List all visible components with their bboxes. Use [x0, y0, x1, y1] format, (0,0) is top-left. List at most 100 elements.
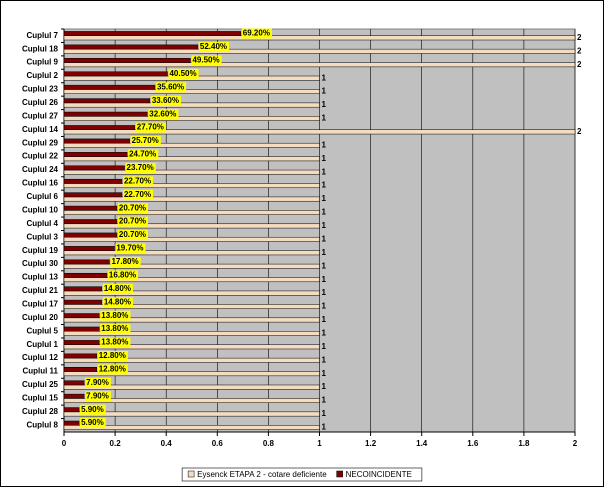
x-tick-label: 1.4 — [416, 439, 428, 448]
data-label: 13.80% — [101, 324, 128, 333]
x-tick-label: 0.6 — [212, 439, 224, 448]
y-tick-label: Cuplul 25 — [22, 380, 59, 389]
data-label: 1 — [322, 208, 327, 217]
data-label: 69.20% — [243, 29, 270, 38]
data-label-bg — [100, 337, 131, 348]
bar — [63, 259, 110, 265]
bar — [63, 340, 100, 345]
data-label: 1 — [322, 288, 327, 297]
bar — [63, 62, 576, 68]
y-tick-label: Cuplul 12 — [22, 353, 59, 362]
data-label-bg — [122, 189, 154, 200]
bar — [63, 371, 320, 377]
data-label: 5.90% — [81, 405, 104, 414]
bar — [63, 138, 130, 144]
bar — [63, 357, 320, 363]
bar — [63, 71, 168, 77]
data-label: 49.50% — [192, 56, 219, 65]
data-label: 14.80% — [104, 284, 131, 293]
data-label: 7.90% — [86, 378, 109, 387]
data-label-bg — [117, 203, 149, 214]
bar — [63, 223, 320, 229]
data-label: 1 — [322, 221, 327, 230]
bar — [63, 205, 118, 211]
data-label-bg — [85, 377, 111, 388]
y-tick-label: Cuplul 8 — [26, 420, 58, 429]
data-label: 1 — [322, 100, 327, 109]
data-label-bg — [102, 283, 133, 294]
bar — [63, 393, 85, 399]
data-label-bg — [168, 68, 199, 79]
data-label-bg — [125, 162, 156, 173]
data-label: 1 — [322, 234, 327, 243]
bar — [63, 48, 576, 54]
data-label: 7.90% — [86, 391, 109, 400]
bar — [63, 152, 128, 157]
x-tick-label: 1.6 — [467, 439, 479, 448]
bar — [63, 425, 320, 430]
y-tick-label: Cuplul 14 — [22, 125, 59, 134]
data-label-bg — [80, 418, 106, 429]
data-label-bg — [128, 149, 159, 160]
bar — [63, 420, 80, 426]
y-tick-label: Cuplul 26 — [22, 98, 59, 107]
data-label-bg — [150, 95, 181, 106]
data-label-bg — [135, 122, 166, 133]
data-label: 2 — [577, 127, 582, 136]
data-label: 1 — [322, 396, 327, 405]
data-label-bg — [117, 216, 149, 227]
data-label: 13.80% — [101, 311, 128, 320]
bar — [63, 192, 123, 198]
data-label: 1 — [322, 329, 327, 338]
data-label-bg — [115, 243, 146, 254]
y-tick-label: Cuplul 10 — [22, 205, 59, 214]
y-tick-label: Cuplul 3 — [26, 232, 58, 241]
data-label: 2 — [577, 46, 582, 55]
bar — [63, 384, 320, 390]
bar — [63, 313, 100, 319]
data-label: 1 — [322, 181, 327, 190]
data-label-bg — [97, 364, 128, 375]
bar — [63, 210, 320, 215]
data-label: 40.50% — [169, 69, 196, 78]
bar — [63, 331, 320, 336]
data-label-bg — [110, 256, 141, 267]
data-label: 25.70% — [132, 136, 159, 145]
y-tick-label: Cuplul 6 — [26, 192, 58, 201]
bar — [63, 304, 320, 309]
y-tick-label: Cuplul 17 — [22, 299, 59, 308]
data-label: 1 — [322, 342, 327, 351]
bar — [63, 142, 320, 148]
x-tick-label: 0.4 — [161, 439, 173, 448]
data-label: 20.70% — [119, 203, 146, 212]
legend: Eysenck ETAPA 2 - cotare deficiente NECOI… — [181, 467, 423, 482]
data-label-bg — [107, 270, 139, 281]
data-label: 1 — [322, 73, 327, 82]
legend-box — [181, 467, 423, 482]
data-label: 1 — [322, 275, 327, 284]
y-tick-label: Cuplul 7 — [26, 31, 58, 40]
data-label: 35.60% — [157, 82, 184, 91]
data-label: 1 — [322, 140, 327, 149]
bar — [63, 178, 123, 184]
bar — [63, 219, 118, 225]
data-label-bg — [100, 324, 131, 335]
bar — [63, 299, 103, 305]
legend-swatch — [187, 470, 195, 478]
bar — [63, 98, 151, 104]
data-label: 2 — [577, 33, 582, 42]
y-tick-label: Cuplul 20 — [22, 313, 59, 322]
data-label: 1 — [322, 409, 327, 418]
bar — [63, 31, 242, 36]
data-label: 20.70% — [119, 230, 146, 239]
y-tick-label: Cuplul 9 — [26, 58, 58, 67]
data-label: 27.70% — [137, 123, 164, 132]
data-label: 1 — [322, 382, 327, 391]
bar — [63, 250, 320, 256]
data-label-bg — [148, 109, 179, 120]
bar — [63, 380, 85, 386]
data-label: 19.70% — [116, 244, 143, 253]
bar — [63, 129, 576, 135]
data-label: 1 — [322, 154, 327, 163]
